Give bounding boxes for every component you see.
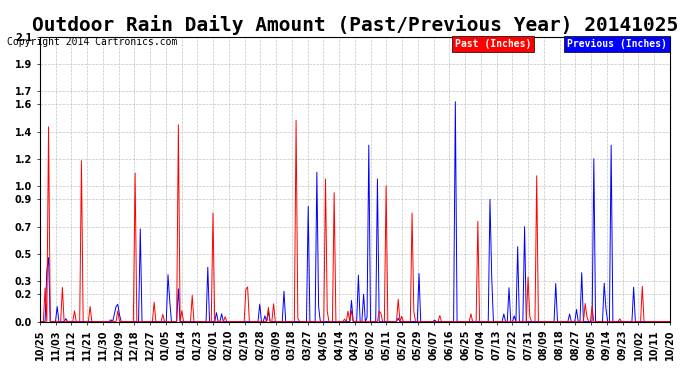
Past (Inches) [578,320,586,324]
Title: Outdoor Rain Daily Amount (Past/Previous Year) 20141025: Outdoor Rain Daily Amount (Past/Previous… [32,15,678,35]
Previous (Inches) [209,320,217,324]
Past (Inches) [638,284,647,288]
Past (Inches) [666,320,674,324]
Previous (Inches) [451,99,460,104]
Line: Previous (Inches): Previous (Inches) [40,102,670,322]
Previous (Inches) [169,320,177,324]
Previous (Inches) [578,270,586,275]
Text: Past (Inches): Past (Inches) [455,39,531,50]
Past (Inches) [209,211,217,215]
Previous (Inches) [290,320,299,324]
Past (Inches) [292,118,300,123]
Text: Copyright 2014 Cartronics.com: Copyright 2014 Cartronics.com [7,37,177,47]
Text: Previous (Inches): Previous (Inches) [567,39,667,50]
Past (Inches) [290,320,299,324]
Past (Inches) [36,320,44,324]
Previous (Inches) [287,320,295,324]
Previous (Inches) [36,320,44,324]
Previous (Inches) [638,320,647,324]
Line: Past (Inches): Past (Inches) [40,120,670,322]
Previous (Inches) [666,320,674,324]
Past (Inches) [169,320,177,324]
Past (Inches) [287,320,295,324]
